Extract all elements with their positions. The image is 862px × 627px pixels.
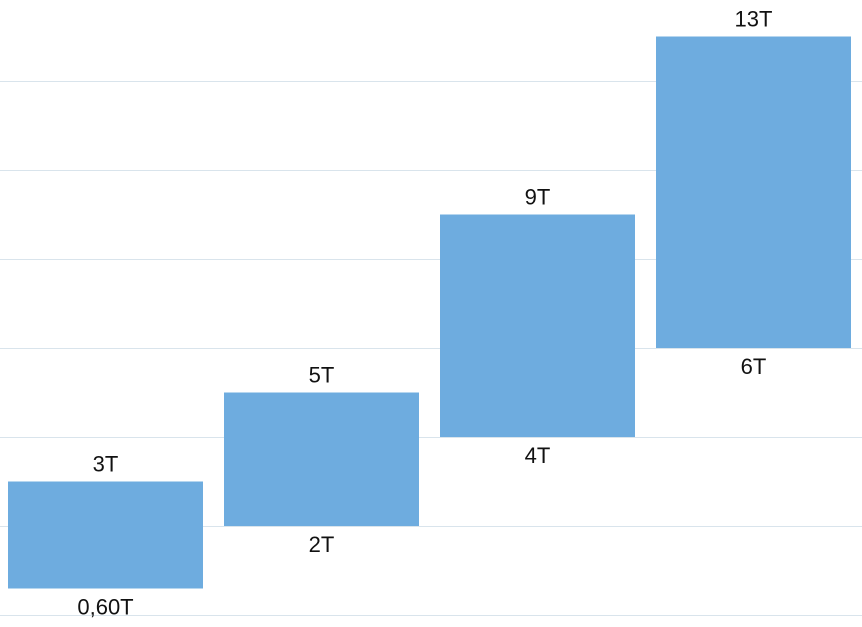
high-value-label: 5T <box>309 363 335 388</box>
high-value-label: 3T <box>93 452 119 477</box>
range-bar <box>440 214 635 437</box>
bars <box>8 36 851 589</box>
range-bar <box>224 392 419 526</box>
low-value-label: 4T <box>525 443 551 468</box>
high-value-label: 9T <box>525 185 551 210</box>
data-labels: 3T 0,60T 5T 2T 9T 4T 13T 6T <box>77 7 772 620</box>
low-value-label: 6T <box>741 354 767 379</box>
low-value-label: 2T <box>309 532 335 557</box>
range-bar <box>656 36 851 348</box>
high-value-label: 13T <box>735 7 773 32</box>
range-bar <box>8 481 203 589</box>
low-value-label: 0,60T <box>77 594 133 619</box>
